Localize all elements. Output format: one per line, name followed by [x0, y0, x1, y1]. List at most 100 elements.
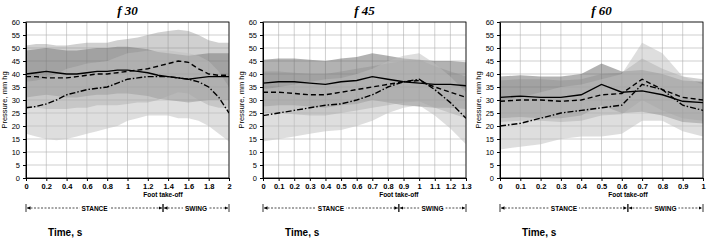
grid-line: [500, 152, 703, 153]
tick-label: 35: [249, 83, 257, 92]
tick: 15: [486, 135, 500, 144]
tick-label: 0: [24, 182, 28, 191]
tick-label: 0.6: [82, 182, 92, 191]
tick-label: 2: [227, 182, 231, 191]
tick-mark: [23, 152, 26, 153]
grid: [500, 22, 703, 178]
tick: 0.8: [383, 178, 393, 191]
phase-label: SWING: [185, 205, 207, 212]
phase-boundary: [398, 204, 399, 212]
tick-label: 0.9: [678, 182, 688, 191]
tick-mark: [23, 35, 26, 36]
axis-line: [26, 23, 27, 179]
tick-mark: [497, 87, 500, 88]
tick: 20: [12, 122, 26, 131]
series-line: [26, 61, 229, 78]
tick: 0.9: [399, 178, 409, 191]
tick: 0.5: [597, 178, 607, 191]
tick-label: 1.6: [184, 182, 194, 191]
tick: 0: [261, 178, 265, 191]
axis-line: [264, 178, 467, 179]
tick: 55: [486, 31, 500, 40]
tick-label: 20: [249, 122, 257, 131]
tick-label: 0.7: [368, 182, 378, 191]
tick-mark: [435, 178, 436, 181]
tick: 0: [498, 178, 502, 191]
tick: 1.8: [204, 178, 214, 191]
phase-boundary: [229, 204, 230, 212]
tick: 1.1: [430, 178, 440, 191]
figure: 00.20.40.60.811.21.41.61.820510152025303…: [0, 0, 711, 242]
grid-line: [26, 165, 229, 166]
tick-label: 45: [486, 57, 494, 66]
series-line: [263, 77, 466, 86]
tick-mark: [341, 178, 342, 181]
tick-label: 1.4: [163, 182, 174, 191]
x-axis: 00.10.20.30.40.50.60.70.80.91: [498, 178, 705, 191]
tick-mark: [23, 126, 26, 127]
grid-line: [263, 139, 466, 140]
grid-line: [500, 165, 703, 166]
tick: 25: [12, 109, 26, 118]
grid-line: [500, 61, 703, 62]
y-axis: 051015202530354045505560: [486, 18, 501, 183]
plot-area: [500, 43, 703, 150]
y-axis-title: Pressure, mm hg: [474, 71, 483, 128]
phase-boundary: [163, 204, 164, 212]
tick-label: 25: [249, 109, 257, 118]
tick: 2: [227, 178, 231, 191]
tick: 50: [486, 44, 500, 53]
x-axis: 00.10.20.30.40.50.60.70.80.911.11.21.3: [261, 178, 471, 191]
series-line: [263, 79, 466, 118]
tick-mark: [209, 178, 210, 181]
tick-mark: [168, 178, 169, 181]
tick-mark: [23, 165, 26, 166]
title: f 60: [591, 3, 612, 18]
tick-label: 1: [418, 182, 422, 191]
tick: 35: [249, 83, 263, 92]
tick-label: 30: [486, 96, 494, 105]
tick: 0.4: [576, 178, 587, 191]
tick-label: 35: [486, 83, 494, 92]
tick-label: 0: [16, 174, 20, 183]
tick-mark: [46, 178, 47, 181]
tick-mark: [497, 165, 500, 166]
tick-mark: [260, 100, 263, 101]
tick-mark: [260, 178, 263, 179]
tick-label: 15: [486, 135, 494, 144]
tick: 0.8: [102, 178, 112, 191]
tick: 0.8: [658, 178, 668, 191]
tick: 55: [12, 31, 26, 40]
tick: 0: [253, 174, 263, 183]
tick-label: 1.3: [461, 182, 471, 191]
tick: 0.7: [368, 178, 378, 191]
tick-mark: [466, 178, 467, 181]
tick-mark: [497, 100, 500, 101]
tick: 50: [249, 44, 263, 53]
title: f 30: [117, 3, 138, 18]
tick-mark: [23, 100, 26, 101]
tick: 1.2: [446, 178, 456, 191]
tick-mark: [581, 178, 582, 181]
tick: 30: [12, 96, 26, 105]
x-axis-title: Time, s: [522, 227, 557, 238]
tick-label: 45: [249, 57, 257, 66]
x-axis-title: Time, s: [48, 227, 83, 238]
panel: 00.20.40.60.811.21.41.61.820510152025303…: [0, 3, 232, 238]
tick-label: 1: [126, 182, 130, 191]
tick: 0: [16, 174, 26, 183]
tick: 5: [253, 161, 263, 170]
tick: 5: [490, 161, 500, 170]
tick-mark: [497, 152, 500, 153]
tick-label: 10: [12, 148, 20, 157]
sd-band: [500, 43, 703, 150]
annotation: Foot take-off: [608, 191, 648, 198]
title: f 45: [354, 3, 375, 18]
plot-frame: [500, 22, 703, 178]
tick-label: 30: [12, 96, 20, 105]
tick-label: 0.1: [516, 182, 526, 191]
tick-label: 0.2: [42, 182, 52, 191]
tick-label: 0.5: [336, 182, 346, 191]
tick-mark: [642, 178, 643, 181]
tick-mark: [357, 178, 358, 181]
